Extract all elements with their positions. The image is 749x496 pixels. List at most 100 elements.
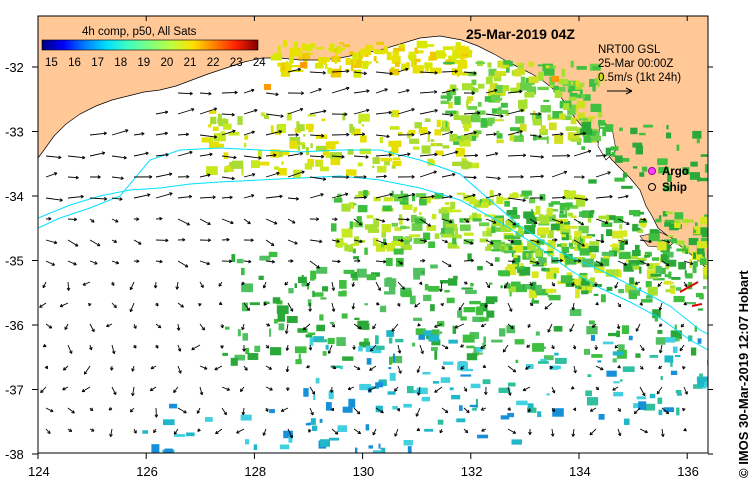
current-arrowhead <box>658 307 663 311</box>
sst-pixel <box>551 201 560 205</box>
current-arrow <box>463 407 470 414</box>
sst-pixel <box>567 104 578 111</box>
lon-label: 126 <box>136 464 158 479</box>
sst-pixel <box>579 236 583 243</box>
sst-pixel <box>549 267 560 274</box>
sst-pixel <box>586 287 593 290</box>
current-arrow <box>309 155 324 158</box>
current-arrowhead <box>401 286 405 290</box>
sst-pixel <box>384 291 391 295</box>
current-arrow <box>83 365 91 375</box>
sst-pixel <box>601 251 614 256</box>
sst-pixel <box>576 231 580 238</box>
sst-pixel <box>327 67 332 74</box>
current-arrow <box>375 260 387 263</box>
sst-pixel <box>559 253 567 263</box>
current-arrowhead <box>329 389 334 393</box>
sst-pixel <box>612 351 624 356</box>
current-arrowhead <box>310 411 314 416</box>
sst-pixel <box>472 218 482 222</box>
sst-pixel <box>675 354 681 358</box>
current-arrowhead <box>512 369 517 373</box>
sst-pixel <box>388 337 393 344</box>
current-arrowhead <box>625 194 629 199</box>
sst-pixel <box>383 46 389 54</box>
sst-pixel <box>307 332 316 336</box>
current-arrowhead <box>189 150 193 155</box>
lon-label: 124 <box>28 464 50 479</box>
current-arrow <box>683 281 688 288</box>
colorbar-tick-label: 22 <box>207 57 220 69</box>
sst-pixel <box>394 61 400 67</box>
sst-pixel <box>409 389 420 394</box>
current-arrowhead <box>169 192 173 196</box>
sst-pixel <box>664 355 674 363</box>
current-arrowhead <box>614 285 618 289</box>
current-arrowhead <box>527 324 531 328</box>
sst-pixel <box>386 330 395 337</box>
sst-pixel <box>223 169 229 173</box>
current-arrowhead <box>344 192 349 197</box>
current-arrowhead <box>396 408 401 412</box>
current-arrowhead <box>357 259 361 263</box>
current-info-source: NRT00 GSL <box>598 44 661 56</box>
current-arrowhead <box>507 407 511 411</box>
current-arrowhead <box>212 195 216 200</box>
sst-pixel <box>444 290 450 293</box>
sst-pixel <box>269 328 272 337</box>
sst-pixel <box>598 126 611 129</box>
sst-pixel <box>521 190 533 196</box>
sst-pixel <box>527 407 537 413</box>
sst-pixel <box>245 347 249 355</box>
sst-pixel <box>279 444 290 450</box>
current-arrow <box>286 365 289 373</box>
sst-pixel <box>640 298 653 303</box>
sst-pixel <box>676 287 682 291</box>
sst-pixel <box>228 132 240 136</box>
sst-pixel <box>343 269 355 274</box>
sst-pixel <box>664 280 672 285</box>
current-arrowhead <box>571 433 576 437</box>
current-arrow <box>353 109 370 115</box>
sst-pixel <box>528 253 532 259</box>
current-arrowhead <box>607 171 611 175</box>
sst-pixel <box>372 237 379 246</box>
current-arrow <box>455 323 465 329</box>
sst-pixel <box>441 211 450 220</box>
sst-pixel <box>506 222 517 230</box>
current-arrow <box>155 173 173 178</box>
current-arrowhead <box>276 171 280 176</box>
sst-pixel <box>316 266 328 274</box>
sst-pixel <box>463 232 474 236</box>
sst-pixel <box>574 248 579 251</box>
current-arrow <box>281 407 289 412</box>
sst-pixel <box>391 164 396 169</box>
current-arrow <box>154 281 157 289</box>
current-arrowhead <box>299 151 304 156</box>
sst-pixel <box>664 274 669 278</box>
sst-pixel <box>325 344 329 350</box>
current-arrowhead <box>372 431 376 436</box>
sst-pixel <box>553 365 561 370</box>
sst-pixel <box>345 169 357 176</box>
current-arrowhead <box>416 427 420 432</box>
sst-pixel <box>217 113 222 120</box>
sst-pixel <box>569 309 582 316</box>
sst-pixel <box>274 131 282 135</box>
current-arrowhead <box>150 365 154 370</box>
sst-pixel <box>475 398 479 408</box>
sst-pixel <box>388 140 398 147</box>
sst-pixel <box>583 117 593 123</box>
current-arrowhead <box>213 107 218 111</box>
current-arrowhead <box>73 262 77 266</box>
current-arrowhead <box>66 287 71 291</box>
sst-pixel <box>348 202 355 209</box>
sst-pixel <box>413 237 426 244</box>
sst-pixel <box>316 324 326 332</box>
current-arrowhead <box>251 173 256 177</box>
current-arrowhead <box>482 364 486 369</box>
sst-pixel <box>307 283 310 290</box>
sst-pixel <box>536 217 541 221</box>
sst-pixel <box>383 238 387 245</box>
sst-pixel <box>440 377 451 383</box>
